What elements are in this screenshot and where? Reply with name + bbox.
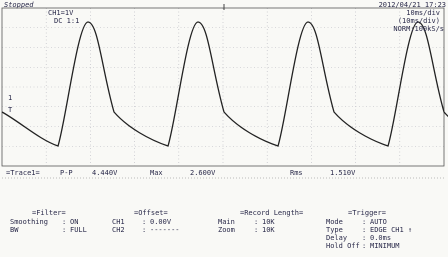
settings-value: ------- (150, 226, 180, 234)
settings-colon: : (362, 226, 366, 234)
channel-marker: 1 (8, 94, 12, 102)
measure-value: 1.510V (330, 169, 356, 177)
coupling: DC 1:1 (54, 17, 79, 25)
settings-value: ON (70, 218, 78, 226)
measure-value: 2.600V (190, 169, 216, 177)
settings-key: Main (218, 218, 235, 226)
settings-key: CH1 (112, 218, 125, 226)
settings-title: =Record Length= (240, 209, 303, 217)
trace-label: =Trace1= (6, 169, 40, 177)
settings-key: Hold Off (326, 242, 360, 250)
settings-value: 10K (262, 218, 275, 226)
settings-key: Smoothing (10, 218, 48, 226)
sample-rate: NORM:100kS/s (393, 25, 444, 33)
scope-printout: Stopped CH1=1V DC 1:1 2012/04/21 17:23 1… (0, 0, 448, 257)
settings-key: BW (10, 226, 19, 234)
measure-label: P-P (60, 169, 73, 177)
settings-value: 10K (262, 226, 275, 234)
settings-value: 0.00V (150, 218, 172, 226)
settings-colon: : (254, 218, 258, 226)
settings-title: =Offset= (134, 209, 168, 217)
measure-value: 4.440V (92, 169, 118, 177)
settings-value: EDGE CH1 ↑ (370, 226, 412, 234)
channel: CH1=1V (48, 9, 74, 17)
settings-key: CH2 (112, 226, 125, 234)
measure-label: Max (150, 169, 163, 177)
settings-title: =Trigger= (348, 209, 386, 217)
settings-value: 0.0ms (370, 234, 391, 242)
settings-key: Delay (326, 234, 347, 242)
zoom-timebase: (10ms/div) (398, 17, 440, 25)
settings-value: AUTO (370, 218, 387, 226)
timestamp: 2012/04/21 17:23 (379, 1, 446, 9)
status: Stopped (4, 1, 34, 9)
settings-colon: : (362, 234, 366, 242)
settings-colon: : (142, 218, 146, 226)
settings-title: =Filter= (32, 209, 66, 217)
settings-colon: : (254, 226, 258, 234)
settings-colon: : (62, 218, 66, 226)
settings-key: Mode (326, 218, 343, 226)
settings-key: Zoom (218, 226, 235, 234)
settings-colon: : (62, 226, 66, 234)
measure-label: Rms (290, 169, 303, 177)
settings-value: MINIMUM (370, 242, 400, 250)
settings-colon: : (362, 218, 366, 226)
settings-value: FULL (70, 226, 87, 234)
settings-colon: : (362, 242, 366, 250)
settings-colon: : (142, 226, 146, 234)
settings-key: Type (326, 226, 343, 234)
timebase: 10ms/div (406, 9, 440, 17)
